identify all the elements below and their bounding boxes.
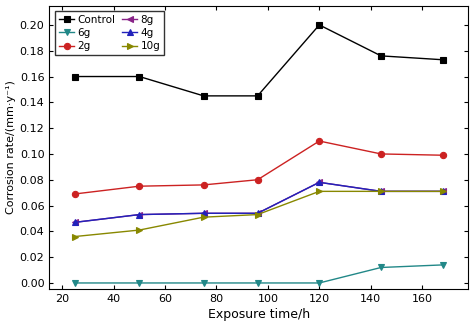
X-axis label: Exposure time/h: Exposure time/h xyxy=(208,308,310,321)
6g xyxy=(255,281,260,285)
Legend: Control, 6g, 2g, 8g, 4g, 10g: Control, 6g, 2g, 8g, 4g, 10g xyxy=(55,11,164,55)
6g xyxy=(378,266,384,269)
6g xyxy=(440,263,446,267)
Line: 8g: 8g xyxy=(72,179,446,225)
10g xyxy=(137,228,142,232)
4g xyxy=(137,213,142,216)
Control xyxy=(137,75,142,78)
10g xyxy=(317,189,322,193)
6g xyxy=(72,281,78,285)
Control xyxy=(378,54,384,58)
4g xyxy=(72,220,78,224)
4g xyxy=(255,211,260,215)
6g xyxy=(137,281,142,285)
4g xyxy=(378,189,384,193)
4g xyxy=(201,211,207,215)
8g xyxy=(201,211,207,215)
8g xyxy=(72,220,78,224)
Control xyxy=(255,94,260,98)
2g xyxy=(72,192,78,196)
4g xyxy=(440,189,446,193)
Control xyxy=(440,58,446,62)
8g xyxy=(440,189,446,193)
Control xyxy=(201,94,207,98)
8g xyxy=(317,181,322,184)
Line: 6g: 6g xyxy=(72,262,446,286)
Control xyxy=(317,23,322,27)
2g xyxy=(440,153,446,157)
Y-axis label: Corrosion rate/(mm·y⁻¹): Corrosion rate/(mm·y⁻¹) xyxy=(6,80,16,215)
6g xyxy=(317,281,322,285)
10g xyxy=(72,234,78,238)
2g xyxy=(378,152,384,156)
Line: 2g: 2g xyxy=(72,138,446,197)
8g xyxy=(255,211,260,215)
10g xyxy=(378,189,384,193)
10g xyxy=(255,213,260,216)
Line: 4g: 4g xyxy=(72,179,446,225)
2g xyxy=(137,184,142,188)
Line: 10g: 10g xyxy=(72,188,446,240)
Line: Control: Control xyxy=(72,22,446,99)
Control xyxy=(72,75,78,78)
2g xyxy=(201,183,207,187)
2g xyxy=(317,139,322,143)
2g xyxy=(255,178,260,182)
8g xyxy=(378,189,384,193)
10g xyxy=(201,215,207,219)
10g xyxy=(440,189,446,193)
4g xyxy=(317,181,322,184)
8g xyxy=(137,213,142,216)
6g xyxy=(201,281,207,285)
